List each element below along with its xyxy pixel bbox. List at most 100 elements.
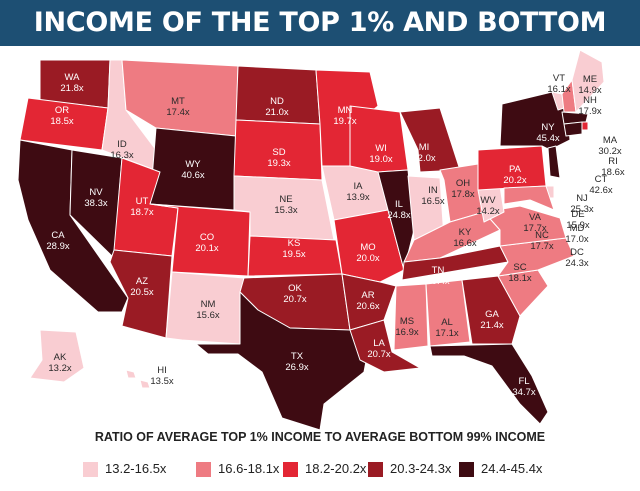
state-value: 14.2x [476,206,499,217]
state-tx [195,291,371,430]
state-abbr: NY [541,122,555,133]
state-value: 20.5x [130,287,153,298]
state-label-de: DE 15.9x [566,209,589,231]
state-label-ne: NE 15.3x [274,194,297,216]
state-abbr: UT [136,196,149,207]
legend-label-1: 13.2-16.5x [105,461,167,476]
state-value: 18.6x [601,167,624,178]
state-me [571,49,605,113]
state-abbr: AZ [136,276,148,287]
state-value: 19.5x [282,249,305,260]
state-abbr: NV [89,187,103,198]
state-value: 16.1x [547,84,570,95]
state-abbr: MA [603,135,618,146]
state-abbr: SC [513,262,526,273]
state-label-nh: NH 17.9x [578,95,601,117]
state-value: 16.6x [453,238,476,249]
state-abbr: OH [456,178,470,189]
state-label-ut: UT 18.7x [130,196,153,218]
state-abbr: CT [595,174,608,185]
state-label-az: AZ 20.5x [130,276,153,298]
state-label-ar: AR 20.6x [356,290,379,312]
state-label-mn: MN 19.7x [333,105,356,127]
state-label-wi: WI 19.0x [369,143,392,165]
state-abbr: LA [373,338,385,349]
state-value: 13.5x [150,376,173,387]
state-abbr: WV [480,195,496,206]
state-value: 42.6x [589,185,612,196]
page-title: INCOME OF THE TOP 1% AND BOTTOM 99% [0,0,640,84]
state-abbr: IL [395,199,403,210]
state-value: 13.9x [346,192,369,203]
state-value: 21.0x [265,107,288,118]
state-abbr: NE [279,194,292,205]
legend-swatch-3 [283,462,298,477]
state-label-tn: TN 20.4x [426,265,449,287]
state-abbr: NJ [576,193,588,204]
state-label-ky: KY 16.6x [453,227,476,249]
state-abbr: NH [583,95,597,106]
state-abbr: ND [270,96,284,107]
state-label-nm: NM 15.6x [196,299,219,321]
legend-swatch-5 [459,462,474,477]
state-shapes [17,49,605,430]
state-value: 15.3x [274,205,297,216]
state-va [483,205,567,247]
state-mo [333,209,405,283]
state-label-la: LA 20.7x [367,338,390,360]
state-ri [581,121,589,131]
state-value: 17.1x [435,328,458,339]
state-abbr: VT [553,73,565,84]
state-label-ga: GA 21.4x [480,309,503,331]
state-value: 40.6x [181,170,204,181]
state-label-ny: NY 45.4x [536,122,559,144]
state-label-mi: MI 22.0x [412,142,435,164]
state-label-pa: PA 20.2x [503,164,526,186]
state-label-ma: MA 30.2x [598,135,621,157]
state-value: 19.0x [369,154,392,165]
state-abbr: IN [428,185,438,196]
state-value: 15.6x [196,310,219,321]
state-value: 45.4x [536,133,559,144]
state-ar [341,273,397,331]
state-value: 19.3x [267,158,290,169]
state-label-ia: IA 13.9x [346,181,369,203]
state-abbr: TN [432,265,445,276]
state-value: 18.7x [130,207,153,218]
state-value: 17.4x [166,107,189,118]
state-abbr: PA [509,164,522,175]
state-label-ok: OK 20.7x [283,283,306,305]
state-hi [125,369,151,389]
state-label-sc: SC 18.1x [508,262,531,284]
state-label-ca: CA 28.9x [46,230,69,252]
state-value: 19.7x [333,116,356,127]
state-value: 13.2x [48,363,71,374]
state-abbr: CO [200,232,214,243]
state-value: 21.4x [480,320,503,331]
state-ak [29,329,85,383]
legend-swatch-1 [83,462,98,477]
state-value: 20.1x [195,243,218,254]
state-ga [461,275,521,345]
state-label-mt: MT 17.4x [166,96,189,118]
legend-label-2: 16.6-18.1x [218,461,280,476]
state-label-ak: AK 13.2x [48,352,71,374]
state-abbr: RI [608,156,618,167]
state-fl [429,343,549,425]
state-abbr: NC [535,230,549,241]
state-abbr: AL [441,317,453,328]
state-label-wy: WY 40.6x [181,159,204,181]
state-label-il: IL 24.8x [387,199,410,221]
state-label-sd: SD 19.3x [267,147,290,169]
state-abbr: AK [54,352,67,363]
state-abbr: VA [529,212,542,223]
state-value: 16.5x [421,196,444,207]
legend-label-4: 20.3-24.3x [390,461,452,476]
state-value: 21.8x [60,83,83,94]
state-label-md: MD 17.0x [565,223,588,245]
state-value: 28.9x [46,241,69,252]
state-value: 38.3x [84,198,107,209]
state-label-mo: MO 20.0x [356,242,379,264]
state-abbr: GA [485,309,499,320]
state-label-nj: NJ 25.3x [570,193,593,215]
